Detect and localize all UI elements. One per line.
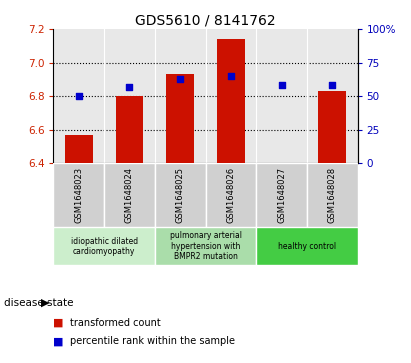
Text: percentile rank within the sample: percentile rank within the sample xyxy=(70,336,235,346)
Bar xyxy=(256,163,307,228)
Bar xyxy=(166,74,194,163)
Text: GSM1648023: GSM1648023 xyxy=(74,167,83,223)
Point xyxy=(329,82,335,88)
Text: pulmonary arterial
hypertension with
BMPR2 mutation: pulmonary arterial hypertension with BMP… xyxy=(169,231,242,261)
Text: idiopathic dilated
cardiomyopathy: idiopathic dilated cardiomyopathy xyxy=(71,237,138,256)
Bar xyxy=(53,228,155,265)
Point xyxy=(76,93,82,99)
Text: GSM1648027: GSM1648027 xyxy=(277,167,286,223)
Text: disease state: disease state xyxy=(4,298,74,308)
Text: ▶: ▶ xyxy=(41,298,50,308)
Text: GSM1648028: GSM1648028 xyxy=(328,167,337,223)
Bar xyxy=(155,228,256,265)
Text: ■: ■ xyxy=(53,318,64,328)
Text: GSM1648024: GSM1648024 xyxy=(125,167,134,223)
Bar xyxy=(65,135,93,163)
Bar xyxy=(53,163,104,228)
Bar xyxy=(307,163,358,228)
Bar xyxy=(318,91,346,163)
Point xyxy=(228,73,234,79)
Bar xyxy=(104,163,155,228)
Bar xyxy=(115,96,143,163)
Text: transformed count: transformed count xyxy=(70,318,161,328)
Point xyxy=(126,84,133,90)
Bar xyxy=(217,39,245,163)
Text: GSM1648025: GSM1648025 xyxy=(175,167,185,223)
Title: GDS5610 / 8141762: GDS5610 / 8141762 xyxy=(135,14,276,28)
Text: ■: ■ xyxy=(53,336,64,346)
Point xyxy=(177,76,183,82)
Text: healthy control: healthy control xyxy=(278,242,336,251)
Bar xyxy=(206,163,256,228)
Point xyxy=(278,82,285,88)
Bar xyxy=(155,163,206,228)
Text: GSM1648026: GSM1648026 xyxy=(226,167,236,223)
Bar xyxy=(256,228,358,265)
